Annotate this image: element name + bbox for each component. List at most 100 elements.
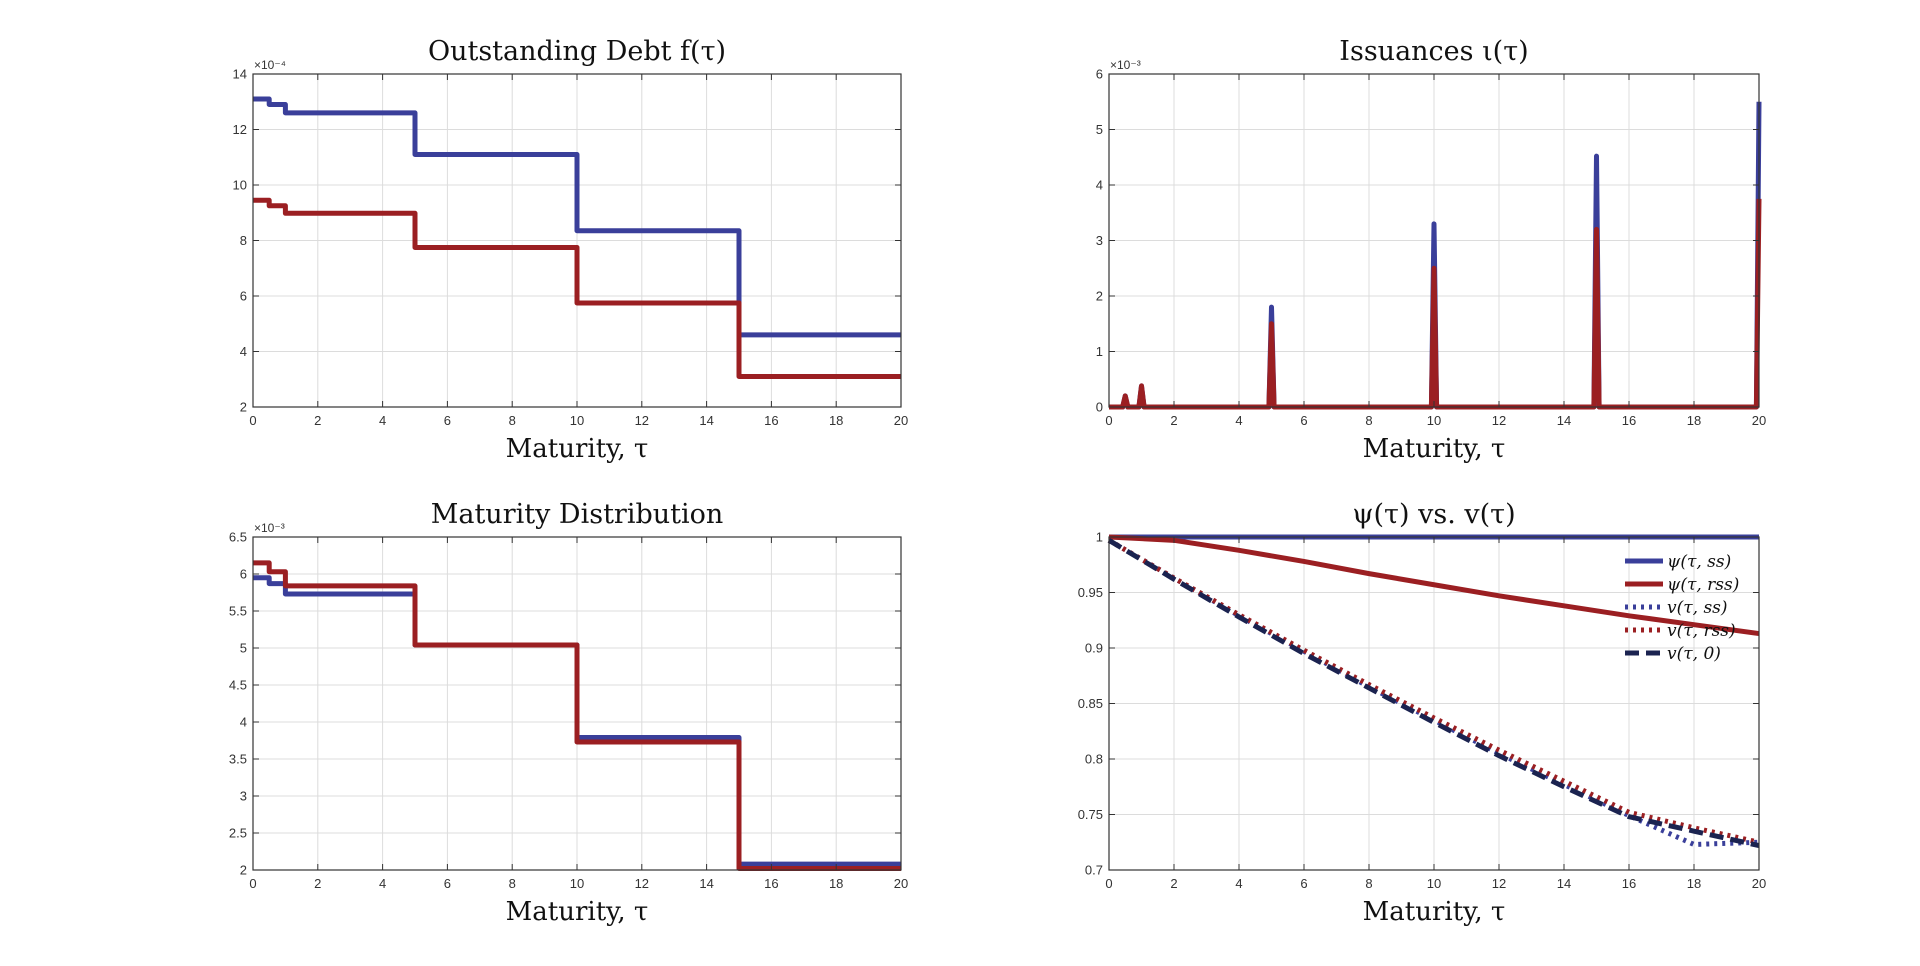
axis-exponent: ×10⁻³ <box>254 521 285 535</box>
y-tick-label: 2 <box>1096 289 1103 304</box>
y-tick-label: 0.75 <box>1078 807 1103 822</box>
legend-label: ψ(τ, rss) <box>1667 575 1739 595</box>
y-tick-label: 0.95 <box>1078 585 1103 600</box>
chart-title: Issuances ι(τ) <box>1339 36 1528 67</box>
y-tick-label: 5 <box>1096 122 1103 137</box>
y-tick-label: 6.5 <box>229 530 247 545</box>
x-tick-label: 20 <box>894 413 908 428</box>
series-line-2 <box>1109 198 1762 410</box>
x-tick-label: 10 <box>570 876 584 891</box>
y-tick-label: 12 <box>233 122 247 137</box>
series-group <box>253 560 901 872</box>
x-tick-label: 0 <box>249 413 256 428</box>
legend-label: v(τ, ss) <box>1667 598 1728 618</box>
x-tick-label: 18 <box>1687 876 1701 891</box>
x-tick-label: 4 <box>379 413 386 428</box>
series-line-1 <box>253 96 901 338</box>
y-tick-label: 3.5 <box>229 752 247 767</box>
x-tick-label: 18 <box>829 876 843 891</box>
axis-exponent: ×10⁻³ <box>1110 58 1141 72</box>
y-tick-label: 5 <box>240 641 247 656</box>
y-tick-label: 4 <box>1096 178 1103 193</box>
y-tick-label: 14 <box>233 67 247 82</box>
y-tick-label: 0 <box>1096 400 1103 415</box>
series-group <box>253 96 901 379</box>
chart-title: Maturity Distribution <box>431 499 724 530</box>
x-tick-label: 4 <box>1235 876 1242 891</box>
x-tick-label: 8 <box>1365 876 1372 891</box>
axis-exponent: ×10⁻⁴ <box>254 58 286 72</box>
y-tick-label: 8 <box>240 233 247 248</box>
x-tick-label: 14 <box>699 876 713 891</box>
y-tick-label: 6 <box>1096 67 1103 82</box>
x-axis-label: Maturity, τ <box>506 897 649 927</box>
x-axis-label: Maturity, τ <box>1363 434 1506 464</box>
chart-panel-4: 0 2 4 6 8 10 12 14 16 18 20 0.7 0.75 0.8 0.85 0.9 0.95 1 ψ… <box>1078 499 1767 927</box>
x-tick-label: 8 <box>509 876 516 891</box>
legend: ψ(τ, ss) ψ(τ, rss) v(τ, ss) v(τ, rss) v(τ, 0… <box>1625 552 1739 664</box>
x-tick-label: 12 <box>1492 413 1506 428</box>
x-tick-label: 0 <box>249 876 256 891</box>
x-tick-label: 10 <box>1427 413 1441 428</box>
y-tick-label: 4 <box>240 715 247 730</box>
y-tick-label: 3 <box>1096 233 1103 248</box>
x-tick-label: 18 <box>829 413 843 428</box>
x-tick-label: 0 <box>1105 413 1112 428</box>
y-tick-label: 0.8 <box>1085 752 1103 767</box>
x-tick-label: 10 <box>570 413 584 428</box>
x-tick-label: 20 <box>1752 413 1766 428</box>
series-line-2 <box>1108 534 1760 637</box>
x-tick-label: 16 <box>764 413 778 428</box>
y-tick-label: 0.9 <box>1085 641 1103 656</box>
series-line-2 <box>253 560 901 872</box>
chart-panel-3: 0 2 4 6 8 10 12 14 16 18 2022.533.544.555.566.5×10… <box>229 499 908 927</box>
y-tick-label: 3 <box>240 789 247 804</box>
x-tick-label: 16 <box>764 876 778 891</box>
x-tick-label: 6 <box>444 876 451 891</box>
x-tick-label: 6 <box>1300 413 1307 428</box>
x-tick-label: 18 <box>1687 413 1701 428</box>
y-tick-label: 0.7 <box>1085 863 1103 878</box>
chart-title: ψ(τ) vs. v(τ) <box>1352 499 1515 530</box>
x-tick-label: 6 <box>1300 876 1307 891</box>
legend-label: ψ(τ, ss) <box>1667 552 1731 572</box>
x-tick-label: 6 <box>444 413 451 428</box>
x-tick-label: 20 <box>894 876 908 891</box>
series-line-4 <box>1107 538 1760 845</box>
series-line-2 <box>253 197 901 379</box>
x-tick-label: 20 <box>1752 876 1766 891</box>
x-axis-label: Maturity, τ <box>506 434 649 464</box>
x-tick-label: 16 <box>1622 876 1636 891</box>
x-tick-label: 12 <box>1492 876 1506 891</box>
y-tick-label: 1 <box>1096 530 1103 545</box>
legend-label: v(τ, 0) <box>1667 644 1721 664</box>
y-tick-label: 2 <box>240 863 247 878</box>
x-tick-label: 4 <box>1235 413 1242 428</box>
x-tick-label: 16 <box>1622 413 1636 428</box>
x-tick-label: 8 <box>1365 413 1372 428</box>
x-tick-label: 0 <box>1105 876 1112 891</box>
y-tick-label: 1 <box>1096 344 1103 359</box>
x-tick-label: 14 <box>1557 413 1571 428</box>
x-tick-label: 2 <box>314 876 321 891</box>
x-tick-label: 12 <box>635 876 649 891</box>
x-tick-label: 2 <box>314 413 321 428</box>
y-tick-label: 4 <box>240 344 247 359</box>
x-axis-label: Maturity, τ <box>1363 897 1506 927</box>
y-tick-label: 5.5 <box>229 604 247 619</box>
series-group <box>1109 101 1762 410</box>
x-tick-label: 14 <box>699 413 713 428</box>
y-tick-label: 4.5 <box>229 678 247 693</box>
y-tick-label: 6 <box>240 289 247 304</box>
series-line-5 <box>1107 538 1760 849</box>
y-tick-label: 2 <box>240 400 247 415</box>
x-tick-label: 14 <box>1557 876 1571 891</box>
legend-label: v(τ, rss) <box>1667 621 1736 641</box>
y-tick-label: 0.85 <box>1078 696 1103 711</box>
x-tick-label: 2 <box>1170 413 1177 428</box>
y-tick-label: 2.5 <box>229 826 247 841</box>
y-tick-label: 10 <box>233 178 247 193</box>
x-tick-label: 10 <box>1427 876 1441 891</box>
